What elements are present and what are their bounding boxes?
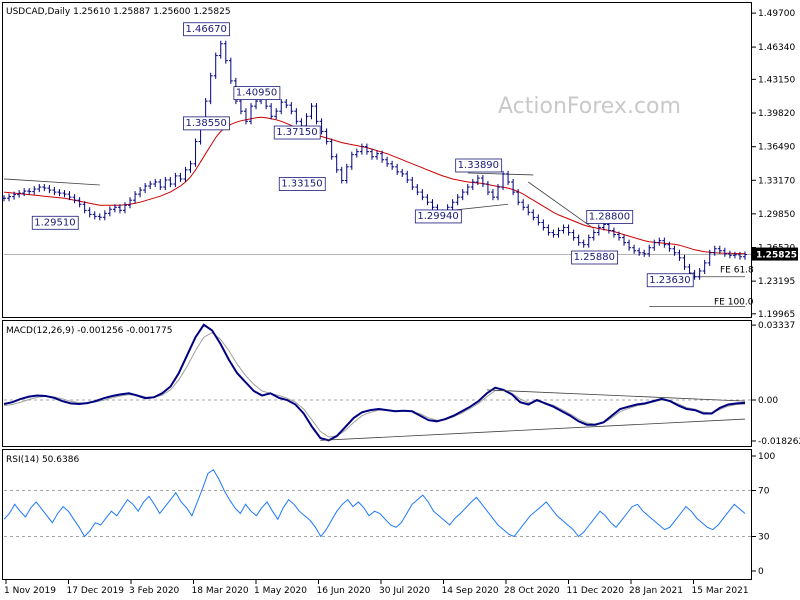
macd-trendline	[320, 418, 746, 441]
trendline	[528, 181, 595, 229]
rsi-line	[3, 469, 746, 538]
level-label: 1.25880	[574, 252, 615, 263]
last-price-label: 1.25825	[756, 251, 797, 261]
rsi-axis-ticks: 100 70 30 0	[751, 452, 775, 577]
macd-tick-label: -0.018262	[758, 437, 800, 447]
price-level-labels: 1.46670 1.38550 1.40950 1.37150 1.33150 1.299…	[31, 22, 694, 288]
trendline	[3, 178, 100, 186]
level-label-box	[571, 250, 619, 265]
level-label-box	[183, 22, 230, 37]
price-bars	[2, 40, 747, 280]
level-label-box	[273, 125, 321, 140]
date-label: 28 Jan 2021	[629, 586, 683, 596]
date-label: 15 Mar 2021	[692, 586, 749, 596]
rsi-tick-label: 100	[758, 452, 775, 462]
fib-label: FE 100.0	[714, 297, 754, 307]
price-tick-label: 1.33170	[758, 176, 795, 186]
date-label: 3 Feb 2020	[129, 586, 180, 596]
rsi-tick-label: 70	[758, 487, 770, 497]
level-label: 1.29510	[34, 217, 75, 228]
level-label: 1.40950	[236, 88, 277, 99]
price-tick-label: 1.23195	[758, 277, 795, 287]
macd-tick-label: 0.00	[758, 396, 778, 406]
level-label: 1.38550	[185, 118, 226, 129]
level-label: 1.23630	[649, 275, 690, 286]
date-label: 14 Sep 2020	[442, 586, 499, 596]
date-label: 1 Nov 2019	[4, 586, 56, 596]
trendlines	[3, 172, 745, 307]
watermark: ActionForex.com	[498, 94, 681, 119]
macd-tick-label: 0.03337	[758, 321, 795, 331]
level-label: 1.37150	[276, 127, 317, 138]
level-label-box	[183, 116, 230, 131]
rsi-panel-frame	[2, 449, 752, 580]
date-label: 28 Oct 2020	[504, 586, 560, 596]
fib-extension-lines: FE 61.8 FE 100.0	[714, 265, 754, 307]
price-tick-label: 1.19965	[758, 310, 795, 320]
macd-panel-frame	[2, 320, 752, 447]
macd-panel-header: MACD(12,26,9) -0.001256 -0.001775	[6, 326, 172, 336]
price-tick-label: 1.46340	[758, 43, 795, 53]
macd-axis-ticks: 0.03337 0.00 -0.018262	[751, 321, 800, 447]
level-label-box	[646, 273, 694, 288]
level-label-box	[278, 177, 326, 191]
level-label-box	[414, 209, 462, 224]
level-label-box	[586, 210, 634, 224]
macd-signal-line	[3, 332, 746, 438]
date-label: 30 Jul 2020	[379, 586, 430, 596]
level-label: 1.33150	[281, 178, 322, 189]
level-label: 1.46670	[185, 24, 226, 35]
level-label-box	[455, 158, 503, 173]
date-label: 11 Dec 2020	[567, 586, 625, 596]
moving-average-line	[3, 116, 746, 255]
level-label-box	[233, 86, 281, 100]
rsi-gridlines	[4, 490, 751, 537]
level-label: 1.33890	[458, 160, 499, 171]
price-panel-header: USDCAD,Daily 1.25610 1.25887 1.25600 1.2…	[6, 7, 231, 17]
rsi-panel-header: RSI(14) 50.6386	[6, 455, 79, 465]
price-tick-label: 1.43150	[758, 75, 795, 85]
price-axis-ticks: 1.49700 1.46340 1.43150 1.39820 1.36490 1.331…	[751, 9, 795, 320]
date-label: 16 Jun 2020	[317, 586, 371, 596]
last-price-box	[752, 247, 798, 261]
date-label: 17 Dec 2019	[67, 586, 125, 596]
price-tick-label: 1.29850	[758, 210, 795, 220]
rsi-tick-label: 30	[758, 533, 770, 543]
date-axis-labels: 1 Nov 2019 17 Dec 2019 3 Feb 2020 18 Mar 20…	[4, 580, 749, 596]
level-label: 1.29940	[417, 211, 458, 222]
fib-label: FE 61.8	[720, 265, 754, 275]
rsi-tick-label: 0	[758, 567, 764, 577]
price-tick-label: 1.39820	[758, 109, 795, 119]
price-panel-frame	[2, 2, 752, 318]
macd-trendlines	[320, 389, 746, 441]
level-label-box	[31, 215, 79, 230]
price-tick-label: 1.36490	[758, 143, 795, 153]
macd-trendline	[486, 389, 746, 402]
macd-main-line	[3, 323, 746, 442]
last-price-marker: 1.25825	[752, 247, 798, 261]
price-tick-label: 1.49700	[758, 9, 795, 19]
level-label: 1.28800	[589, 211, 630, 222]
date-label: 1 May 2020	[254, 586, 307, 596]
trendline	[467, 172, 534, 176]
date-label: 18 Mar 2020	[192, 586, 249, 596]
